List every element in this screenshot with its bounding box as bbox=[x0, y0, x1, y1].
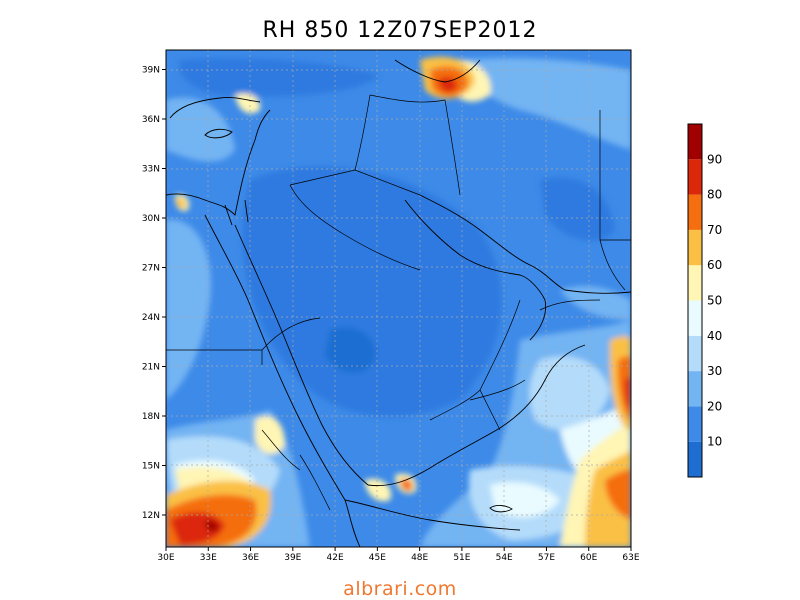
colorbar-bin bbox=[688, 229, 702, 266]
colorbar-bin bbox=[688, 265, 702, 301]
lat-tick-label: 36N bbox=[142, 115, 160, 125]
lon-tick-label: 54E bbox=[496, 553, 513, 563]
lon-tick-label: 42E bbox=[327, 553, 344, 563]
colorbar-label: 60 bbox=[707, 258, 722, 272]
humidity-field bbox=[166, 50, 631, 547]
colorbar-label: 80 bbox=[707, 188, 722, 202]
colorbar-label: 10 bbox=[707, 435, 722, 449]
colorbar-bin bbox=[688, 406, 702, 442]
lat-tick-label: 24N bbox=[142, 313, 160, 323]
colorbar-label: 50 bbox=[707, 294, 722, 308]
map-title: RH 850 12Z07SEP2012 bbox=[262, 18, 538, 43]
lon-tick-label: 57E bbox=[538, 553, 555, 563]
watermark-text: albrari.com bbox=[343, 578, 457, 600]
colorbar-bin bbox=[688, 371, 702, 407]
colorbar-bin bbox=[688, 300, 702, 336]
lat-tick-label: 27N bbox=[142, 264, 160, 274]
colorbar: 10 20 30 40 50 60 70 80 90 bbox=[687, 123, 722, 478]
country-borders bbox=[166, 94, 631, 511]
lat-tick-label: 12N bbox=[142, 511, 160, 521]
map-frame bbox=[165, 49, 632, 548]
lon-tick-label: 33E bbox=[200, 553, 217, 563]
colorbar-label: 70 bbox=[707, 223, 722, 237]
lon-tick-label: 39E bbox=[284, 553, 301, 563]
lat-tick-label: 21N bbox=[142, 363, 160, 373]
lon-tick-label: 60E bbox=[580, 553, 597, 563]
coastlines bbox=[166, 59, 631, 547]
colorbar-bin bbox=[688, 335, 702, 372]
lon-tick-label: 51E bbox=[453, 553, 470, 563]
latitude-axis: 12N 15N 18N 21N 24N 27N 30N 33N 36N 39N bbox=[142, 66, 166, 521]
colorbar-label: 30 bbox=[707, 364, 722, 378]
colorbar-frame bbox=[687, 123, 703, 478]
lat-tick-label: 33N bbox=[142, 165, 160, 175]
longitude-axis: 30E 33E 36E 39E 42E 45E 48E 51E 54E 57E 60E 63E bbox=[157, 547, 640, 563]
colorbar-bin bbox=[688, 124, 702, 160]
lon-tick-label: 30E bbox=[157, 553, 174, 563]
colorbar-label: 20 bbox=[707, 399, 722, 413]
lon-tick-label: 48E bbox=[411, 553, 428, 563]
colorbar-bin bbox=[688, 194, 702, 230]
colorbar-label: 40 bbox=[707, 329, 722, 343]
lat-tick-label: 30N bbox=[142, 214, 160, 224]
lat-tick-label: 39N bbox=[142, 66, 160, 76]
lon-tick-label: 63E bbox=[622, 553, 639, 563]
lat-tick-label: 15N bbox=[142, 462, 160, 472]
lon-tick-label: 45E bbox=[369, 553, 386, 563]
lon-tick-label: 36E bbox=[242, 553, 259, 563]
colorbar-label: 90 bbox=[707, 152, 722, 166]
colorbar-bin bbox=[688, 159, 702, 195]
colorbar-bin bbox=[688, 441, 702, 477]
lat-tick-label: 18N bbox=[142, 412, 160, 422]
